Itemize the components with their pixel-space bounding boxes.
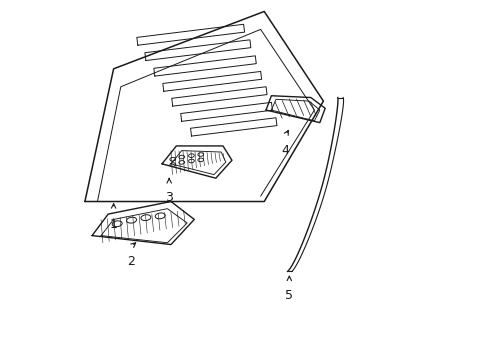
Text: 5: 5 xyxy=(285,289,293,302)
Text: 1: 1 xyxy=(109,218,117,231)
Text: 4: 4 xyxy=(281,144,289,157)
Text: 3: 3 xyxy=(165,191,173,204)
Text: 2: 2 xyxy=(127,255,135,268)
